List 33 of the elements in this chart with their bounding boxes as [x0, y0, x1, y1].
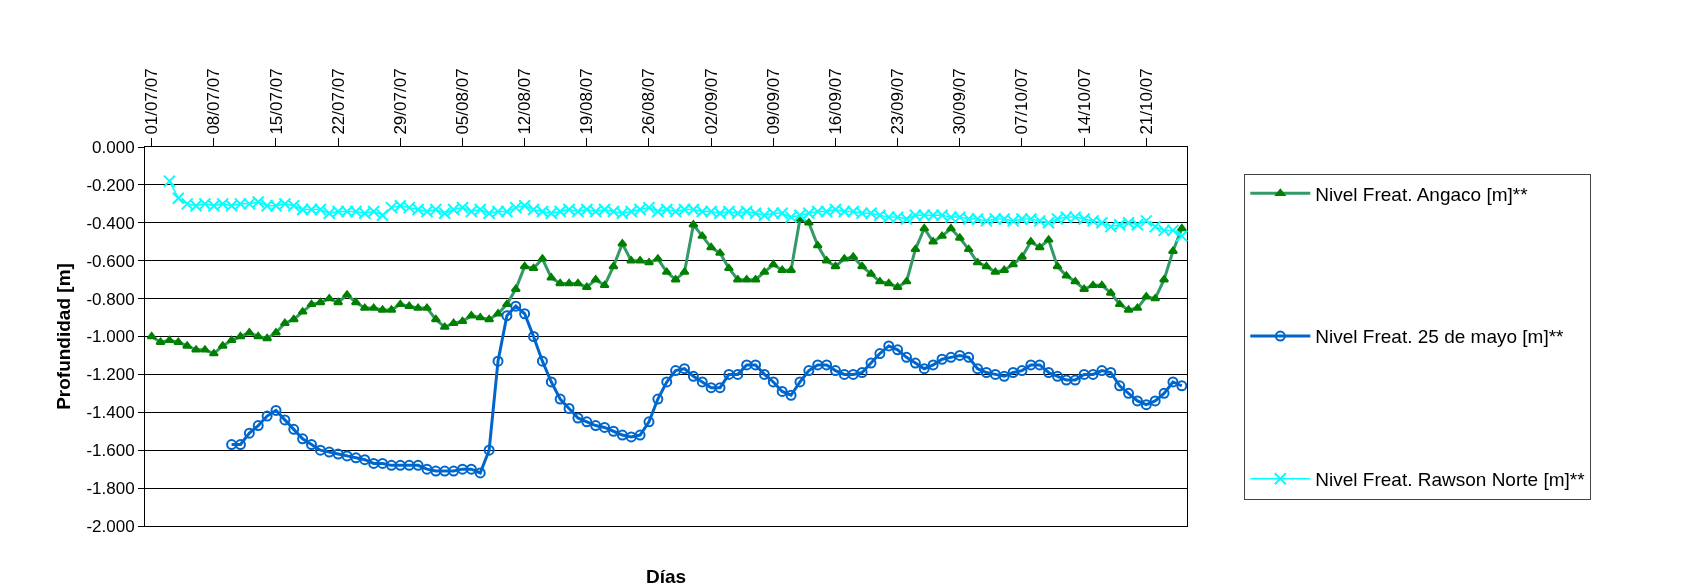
x-tick-label: 12/08/07: [515, 68, 535, 135]
y-tick-label: -1.200: [86, 365, 135, 385]
y-tick-label: -0.200: [86, 175, 135, 195]
x-tick-label: 22/07/07: [328, 68, 348, 135]
x-tick-label: 26/08/07: [639, 68, 659, 135]
x-tick-label: 09/09/07: [763, 68, 783, 135]
x-tick-label: 15/07/07: [266, 68, 286, 135]
x-tick-label: 08/07/07: [204, 68, 224, 135]
x-tick-label: 29/07/07: [390, 68, 410, 135]
legend-label: Nivel Freat. Rawson Norte [m]**: [1315, 469, 1586, 491]
y-tick-label: -0.400: [86, 213, 135, 233]
y-tick-label: -1.800: [86, 479, 135, 499]
y-tick-label: -0.600: [86, 251, 135, 271]
x-tick-label: 30/09/07: [950, 68, 970, 135]
y-tick-label: -1.400: [86, 403, 135, 423]
x-tick-label: 07/10/07: [1012, 68, 1032, 135]
y-tick-label: 0.000: [92, 137, 135, 157]
x-axis-title: Días: [646, 566, 687, 587]
x-tick-label: 21/10/07: [1136, 68, 1156, 135]
y-axis-title: Profundidad [m]: [53, 263, 75, 410]
legend-label: Nivel Freat. 25 de mayo [m]**: [1315, 326, 1565, 348]
legend-label: Nivel Freat. Angaco [m]**: [1315, 183, 1529, 205]
x-tick-label: 23/09/07: [888, 68, 908, 135]
y-tick-label: -0.800: [86, 289, 135, 309]
y-tick-label: -1.600: [86, 441, 135, 461]
x-tick-label: 14/10/07: [1074, 68, 1094, 135]
y-tick-label: -1.000: [86, 327, 135, 347]
x-tick-label: 02/09/07: [701, 68, 721, 135]
x-tick-label: 01/07/07: [142, 68, 162, 135]
y-tick-label: -2.000: [86, 516, 135, 536]
x-tick-label: 16/09/07: [825, 68, 845, 135]
x-tick-label: 05/08/07: [453, 68, 473, 135]
x-tick-label: 19/08/07: [577, 68, 597, 135]
